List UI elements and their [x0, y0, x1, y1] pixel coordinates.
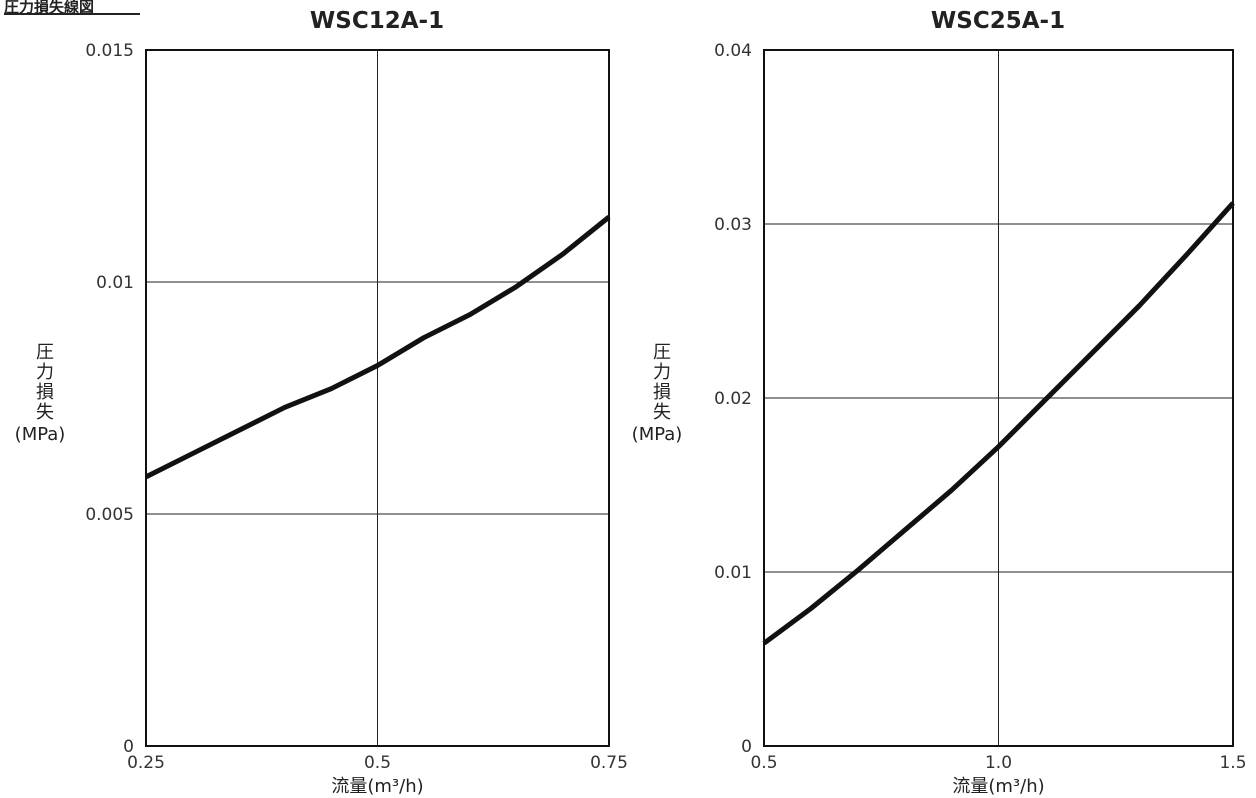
chart-1-x-tick-label: 0.75	[590, 753, 628, 773]
chart-2-y-axis-label-char: 損	[653, 382, 671, 403]
chart-1-y-tick-label: 0.015	[85, 41, 134, 61]
chart-2-y-axis-label-char: 力	[653, 362, 671, 383]
chart-2-y-axis-label-char: 失	[653, 402, 671, 423]
chart-1-x-axis-label: 流量(m³/h)	[331, 776, 423, 797]
chart-1-y-axis-label-char: 失	[36, 402, 54, 423]
chart-2-y-axis-unit: (MPa)	[632, 424, 683, 445]
chart-2-y-tick-label: 0.04	[714, 41, 752, 61]
chart-1-x-tick-label: 0.5	[364, 753, 391, 773]
chart-2-y-axis-label-char: 圧	[653, 342, 671, 363]
chart-1-y-axis-label-char: 力	[36, 362, 54, 383]
chart-1-title: WSC12A-1	[310, 8, 444, 34]
chart-1-x-tick-label: 0.25	[127, 753, 165, 773]
chart-2-y-tick-label: 0.02	[714, 389, 752, 409]
chart-2-x-axis-label: 流量(m³/h)	[952, 776, 1044, 797]
chart-1-y-axis-label-char: 損	[36, 382, 54, 403]
chart-1-y-tick-label: 0.005	[85, 505, 134, 525]
chart-2-x-tick-label: 1.5	[1219, 753, 1246, 773]
chart-1-y-axis-unit: (MPa)	[15, 424, 66, 445]
chart-2-x-tick-label: 0.5	[750, 753, 777, 773]
chart-2-x-tick-label: 1.0	[985, 753, 1012, 773]
chart-1-y-axis-label-char: 圧	[36, 342, 54, 363]
chart-2-y-tick-label: 0.01	[714, 563, 752, 583]
chart-2-y-tick-label: 0.03	[714, 215, 752, 235]
chart-2-title: WSC25A-1	[931, 8, 1065, 34]
chart-1-y-tick-label: 0.01	[96, 273, 134, 293]
